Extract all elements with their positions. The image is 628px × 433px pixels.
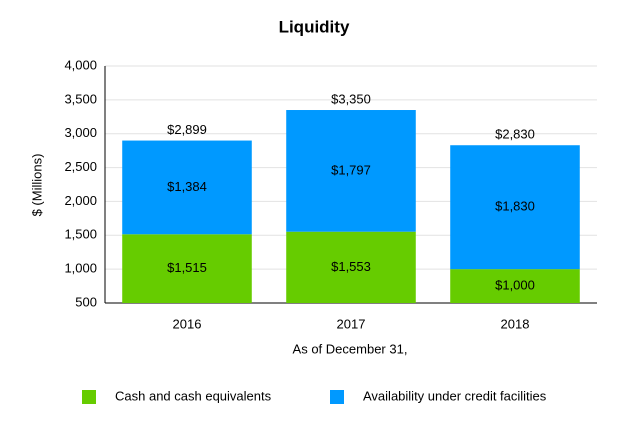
x-tick-label: 2017 xyxy=(337,316,366,331)
bar-segment xyxy=(450,269,580,303)
data-label: $1,830 xyxy=(495,199,535,214)
y-tick-label: 500 xyxy=(75,294,97,309)
data-label: $1,553 xyxy=(331,259,371,274)
total-label: $2,830 xyxy=(495,127,535,142)
y-tick-label: 2,000 xyxy=(64,193,97,208)
legend-swatch xyxy=(82,390,96,404)
total-label: $2,899 xyxy=(167,122,207,137)
legend-swatch xyxy=(330,390,344,404)
y-axis-label: $ (Millions) xyxy=(29,154,44,217)
total-label: $3,350 xyxy=(331,91,371,106)
bar-segment xyxy=(122,140,252,235)
x-tick-label: 2016 xyxy=(173,316,202,331)
y-tick-label: 1,000 xyxy=(64,261,97,276)
y-tick-label: 1,500 xyxy=(64,227,97,242)
bar-segment xyxy=(122,234,252,303)
y-tick-label: 4,000 xyxy=(64,57,97,72)
y-tick-label: 3,000 xyxy=(64,125,97,140)
data-label: $1,797 xyxy=(331,162,371,177)
data-label: $1,000 xyxy=(495,278,535,293)
y-tick-label: 3,500 xyxy=(64,91,97,106)
bar-segment xyxy=(286,110,416,232)
data-label: $1,384 xyxy=(167,179,207,194)
data-label: $1,515 xyxy=(167,260,207,275)
x-axis-label: As of December 31, xyxy=(293,341,408,356)
legend-label: Cash and cash equivalents xyxy=(115,388,272,403)
chart-title: Liquidity xyxy=(279,17,350,36)
bar-segment xyxy=(286,231,416,303)
x-tick-label: 2018 xyxy=(501,316,530,331)
legend-label: Availability under credit facilities xyxy=(363,388,547,403)
bar-segment xyxy=(450,145,580,270)
y-tick-label: 2,500 xyxy=(64,159,97,174)
